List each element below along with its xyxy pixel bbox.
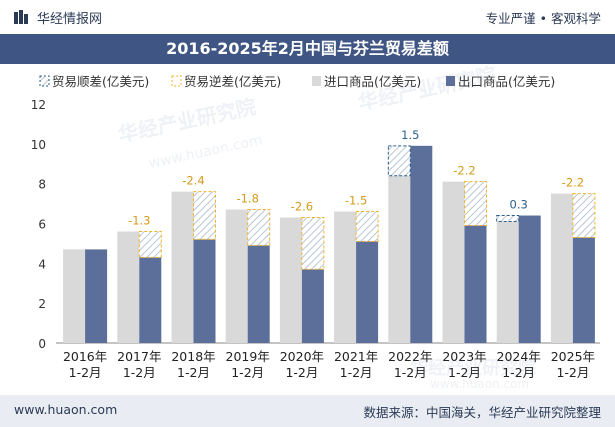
brand-name: 华经情报网	[37, 12, 103, 27]
x-tick-label: 2021年	[334, 349, 378, 364]
export-bar	[410, 145, 433, 343]
x-tick-label: 2024年	[497, 349, 541, 364]
legend-export-swatch	[446, 76, 455, 86]
import-bar	[117, 231, 140, 343]
deficit-segment	[301, 217, 325, 270]
balance-label: -2.4	[182, 174, 204, 188]
balance-label: -2.2	[562, 176, 584, 190]
y-tick-label: 6	[38, 218, 46, 232]
watermark-text-3: 华经产业研究院	[410, 357, 536, 379]
legend-surplus-swatch	[39, 75, 50, 87]
balance-label: -1.8	[236, 192, 258, 206]
legend-deficit-swatch	[171, 75, 182, 87]
x-tick-label: 2020年	[280, 349, 324, 364]
export-bar	[193, 239, 216, 343]
y-tick-label: 10	[31, 138, 46, 152]
import-bar	[225, 209, 248, 343]
x-tick-label: 1-2月	[448, 365, 481, 380]
x-tick-label: 1-2月	[394, 365, 427, 380]
surplus-segment	[387, 145, 411, 177]
website-link[interactable]: www.huaon.com	[14, 402, 118, 417]
y-tick-label: 12	[31, 98, 46, 112]
x-tick-label: 1-2月	[340, 365, 373, 380]
export-bar	[247, 245, 270, 343]
tagline: 专业严谨 • 客观科学	[485, 11, 601, 26]
export-bar	[356, 241, 379, 343]
y-tick-label: 2	[38, 297, 46, 311]
trade-balance-chart: 华经产业研究院 华经产业研究院 www.huaon.com 华经产业研究院 ww…	[31, 64, 600, 391]
y-tick-label: 0	[38, 337, 46, 351]
watermark-url: www.huaon.com	[148, 132, 264, 172]
export-bar	[85, 249, 108, 343]
data-source: 数据来源：中国海关，华经产业研究院整理	[363, 405, 601, 420]
import-bar	[279, 217, 302, 343]
x-tick-label: 2025年	[551, 349, 595, 364]
x-tick-label: 1-2月	[69, 365, 102, 380]
x-tick-label: 1-2月	[285, 365, 318, 380]
balance-label: -1.5	[345, 194, 367, 208]
watermark-text-2: 华经产业研究院	[356, 64, 498, 115]
balance-label: 0.3	[510, 198, 528, 212]
legend-import-swatch	[312, 76, 321, 86]
balance-labels: -1.3 -2.4 -1.8 -2.6 -1.5 1.5 -2.2 0.3 -2.2	[128, 128, 584, 228]
deficit-segment	[193, 191, 216, 240]
export-bar	[518, 215, 541, 343]
title-bar: 2016-2025年2月中国与芬兰贸易差额	[0, 34, 615, 64]
import-bar	[496, 221, 519, 343]
import-bar	[550, 193, 573, 343]
deficit-segment	[247, 209, 271, 246]
import-bar	[334, 211, 357, 343]
export-bar	[139, 257, 162, 343]
balance-label: 1.5	[401, 128, 419, 142]
balance-label: -1.3	[128, 213, 150, 227]
deficit-segment	[138, 230, 162, 258]
legend-label: 出口商品(亿美元)	[458, 74, 555, 89]
watermark-url-2: www.huaon.com	[430, 377, 529, 391]
chart-title: 2016-2025年2月中国与芬兰贸易差额	[166, 39, 449, 58]
top-bar: 华经情报网 专业严谨 • 客观科学	[0, 0, 615, 34]
footer-bar: www.huaon.com 数据来源：中国海关，华经产业研究院整理	[0, 395, 615, 427]
legend-label: 进口商品(亿美元)	[324, 74, 421, 89]
x-tick-label: 2023年	[442, 349, 486, 364]
legend-label: 贸易顺差(亿美元)	[52, 74, 149, 89]
x-tick-label: 2019年	[226, 349, 270, 364]
x-tick-label: 1-2月	[123, 365, 156, 380]
x-tick-label: 1-2月	[177, 365, 210, 380]
deficit-segment	[572, 193, 596, 238]
balance-label: -2.6	[291, 200, 313, 214]
bars	[63, 145, 596, 343]
import-bar	[63, 249, 86, 343]
surplus-segment	[496, 215, 520, 223]
x-tick-label: 2017年	[117, 349, 161, 364]
x-tick-label: 1-2月	[502, 365, 535, 380]
export-bar	[464, 225, 487, 343]
import-bar	[442, 181, 465, 343]
x-axis: 2016年1-2月2017年1-2月2018年1-2月2019年1-2月2020…	[63, 349, 595, 380]
huajing-logo-icon	[14, 10, 28, 24]
y-tick-label: 8	[38, 178, 46, 192]
y-tick-label: 4	[38, 257, 46, 271]
x-tick-label: 1-2月	[231, 365, 264, 380]
import-bar	[171, 191, 194, 343]
deficit-segment	[355, 211, 379, 242]
chart-legend: 贸易顺差(亿美元) 贸易逆差(亿美元) 进口商品(亿美元) 出口商品(亿美元)	[39, 74, 555, 89]
x-tick-label: 2022年	[388, 349, 432, 364]
legend-label: 贸易逆差(亿美元)	[184, 74, 281, 89]
x-tick-label: 1-2月	[556, 365, 589, 380]
export-bar	[301, 269, 324, 343]
balance-label: -2.2	[453, 164, 475, 178]
export-bar	[572, 237, 595, 343]
deficit-segment	[464, 181, 487, 226]
import-bar	[388, 175, 411, 343]
x-tick-label: 2016年	[63, 349, 107, 364]
x-tick-label: 2018年	[171, 349, 215, 364]
